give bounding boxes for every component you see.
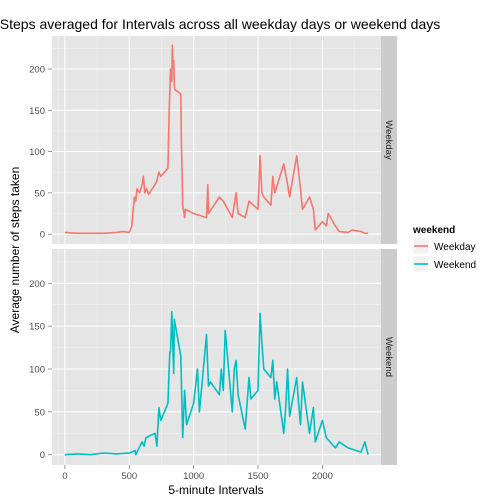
y-tick-label: 50 [34, 407, 45, 418]
y-tick-label: 150 [29, 322, 45, 333]
legend-label-weekday: Weekday [434, 242, 476, 253]
x-axis-title: 5-minute Intervals [168, 483, 263, 497]
y-tick-label: 50 [34, 188, 45, 199]
y-tick-label: 100 [29, 147, 45, 158]
legend-label-weekend: Weekend [434, 260, 476, 271]
series-line-weekend [64, 310, 369, 456]
x-tick-label: 1500 [247, 471, 268, 482]
gridlines-bottom [52, 249, 381, 465]
y-tick-label: 100 [29, 365, 45, 376]
strip-weekend-label: Weekend [383, 337, 394, 377]
legend-title: weekend [412, 225, 455, 236]
y-tick-label: 0 [40, 230, 45, 241]
gridlines-top [52, 36, 381, 244]
x-tick-label: 500 [121, 471, 137, 482]
strip-weekday-label: Weekday [383, 120, 394, 160]
series-line-weekday [64, 44, 369, 235]
strip-weekend-background [381, 249, 397, 465]
x-tick-label: 2000 [312, 471, 333, 482]
y-tick-label: 150 [29, 106, 45, 117]
y-tick-label: 200 [29, 65, 45, 76]
strip-weekday-background [381, 36, 397, 244]
y-tick-label: 200 [29, 279, 45, 290]
y-tick-label: 0 [40, 450, 45, 461]
x-tick-label: 1000 [183, 471, 204, 482]
y-axis-title: Average number of steps taken [8, 167, 22, 334]
x-tick-label: 0 [62, 471, 67, 482]
chart-title: Steps averaged for Intervals across all … [0, 16, 440, 32]
panel-background-top [52, 36, 397, 244]
